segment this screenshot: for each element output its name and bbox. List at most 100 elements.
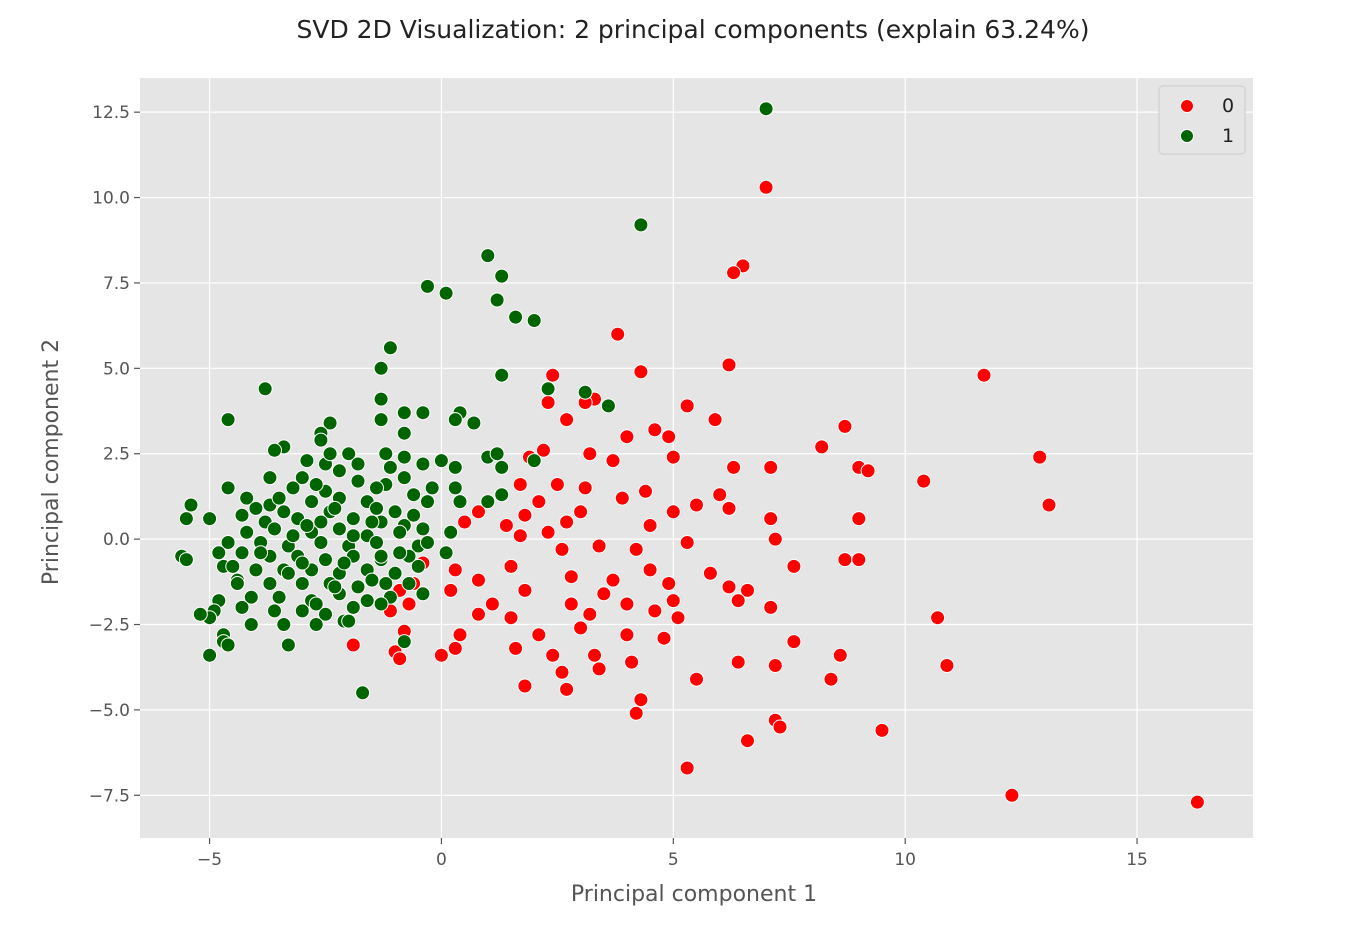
scatter-point-class-0 [665, 449, 681, 465]
scatter-point-class-0 [559, 514, 575, 530]
scatter-point-class-0 [656, 630, 672, 646]
scatter-point-class-0 [976, 367, 992, 383]
scatter-point-class-0 [642, 562, 658, 578]
scatter-point-class-1 [424, 480, 440, 496]
scatter-point-class-1 [345, 599, 361, 615]
scatter-point-class-1 [202, 647, 218, 663]
scatter-point-class-1 [415, 586, 431, 602]
scatter-point-class-1 [202, 511, 218, 527]
scatter-point-class-0 [1004, 787, 1020, 803]
scatter-point-class-0 [545, 647, 561, 663]
y-tick-label: 5.0 [103, 359, 130, 379]
scatter-point-class-0 [628, 705, 644, 721]
scatter-point-class-0 [508, 640, 524, 656]
y-tick-label: −7.5 [89, 786, 130, 806]
scatter-point-class-1 [378, 576, 394, 591]
scatter-point-class-1 [447, 412, 463, 428]
scatter-point-class-1 [364, 514, 380, 530]
scatter-point-class-0 [633, 692, 649, 708]
scatter-point-class-0 [582, 606, 598, 622]
scatter-point-class-0 [545, 367, 561, 383]
scatter-point-class-1 [267, 521, 282, 537]
scatter-point-class-0 [665, 593, 681, 609]
scatter-point-class-1 [313, 432, 329, 448]
scatter-point-class-0 [1041, 497, 1057, 513]
scatter-point-class-0 [517, 582, 533, 598]
scatter-point-class-1 [308, 596, 324, 612]
scatter-point-class-1 [382, 340, 398, 356]
scatter-point-class-1 [415, 405, 431, 421]
scatter-point-class-1 [489, 446, 505, 462]
scatter-point-class-0 [517, 507, 533, 523]
scatter-point-class-0 [837, 418, 853, 434]
scatter-point-class-0 [433, 647, 449, 663]
scatter-point-class-1 [758, 101, 774, 117]
scatter-point-class-0 [573, 620, 589, 636]
scatter-point-class-1 [401, 576, 417, 591]
scatter-point-class-0 [531, 627, 547, 643]
scatter-point-class-0 [498, 518, 514, 533]
scatter-point-class-0 [721, 579, 737, 595]
scatter-point-class-1 [447, 459, 463, 475]
scatter-point-class-1 [313, 514, 329, 530]
scatter-point-class-1 [396, 449, 412, 465]
scatter-point-class-0 [401, 596, 417, 612]
scatter-point-class-0 [916, 473, 932, 489]
scatter-point-class-1 [280, 565, 296, 581]
scatter-point-class-1 [276, 504, 292, 520]
scatter-point-class-1 [331, 463, 347, 479]
scatter-point-class-0 [624, 654, 640, 670]
scatter-point-class-1 [280, 637, 296, 653]
scatter-point-class-1 [239, 524, 255, 540]
scatter-point-class-1 [220, 412, 236, 428]
scatter-point-class-1 [508, 309, 524, 325]
scatter-point-class-0 [619, 429, 635, 445]
scatter-point-class-0 [763, 599, 779, 615]
y-tick-label: −2.5 [89, 616, 130, 636]
y-tick-label: 2.5 [103, 445, 130, 465]
scatter-point-class-1 [373, 548, 389, 564]
scatter-point-class-0 [443, 582, 459, 598]
scatter-point-class-0 [605, 572, 621, 588]
legend-label-1: 1 [1222, 125, 1234, 147]
scatter-point-class-0 [823, 671, 839, 687]
scatter-point-class-0 [1189, 794, 1205, 810]
scatter-point-class-0 [457, 514, 473, 530]
x-tick-label: 5 [668, 850, 679, 870]
scatter-point-class-1 [234, 507, 250, 523]
scatter-point-class-1 [243, 617, 259, 632]
scatter-point-class-0 [559, 412, 575, 428]
scatter-point-class-0 [573, 504, 589, 520]
scatter-point-class-0 [614, 490, 630, 506]
scatter-point-class-0 [860, 463, 876, 479]
scatter-point-class-0 [679, 398, 695, 414]
scatter-point-class-1 [369, 535, 384, 550]
scatter-point-class-0 [647, 422, 663, 438]
scatter-point-class-1 [489, 292, 505, 308]
scatter-point-class-0 [577, 480, 593, 496]
scatter-point-class-1 [271, 490, 287, 506]
scatter-point-class-1 [294, 603, 310, 619]
scatter-point-class-1 [322, 446, 338, 462]
scatter-point-class-0 [730, 654, 746, 670]
scatter-point-class-0 [647, 603, 663, 619]
scatter-point-class-1 [443, 524, 459, 540]
scatter-point-class-1 [480, 248, 496, 264]
scatter-point-class-1 [336, 555, 352, 571]
scatter-point-class-1 [345, 528, 361, 544]
scatter-point-class-1 [257, 381, 273, 397]
scatter-point-class-1 [415, 521, 431, 537]
scatter-point-class-1 [494, 367, 510, 383]
scatter-point-class-0 [452, 627, 468, 643]
scatter-point-class-1 [600, 398, 616, 414]
scatter-point-class-0 [661, 576, 677, 591]
scatter-point-class-1 [276, 617, 292, 632]
scatter-point-class-0 [763, 511, 779, 527]
scatter-point-class-0 [851, 511, 867, 527]
scatter-point-class-0 [512, 528, 528, 544]
scatter-point-class-0 [786, 634, 802, 650]
scatter-point-class-0 [767, 658, 783, 673]
scatter-point-class-1 [494, 487, 510, 503]
scatter-point-class-1 [331, 521, 347, 537]
legend-marker-0 [1180, 99, 1194, 113]
